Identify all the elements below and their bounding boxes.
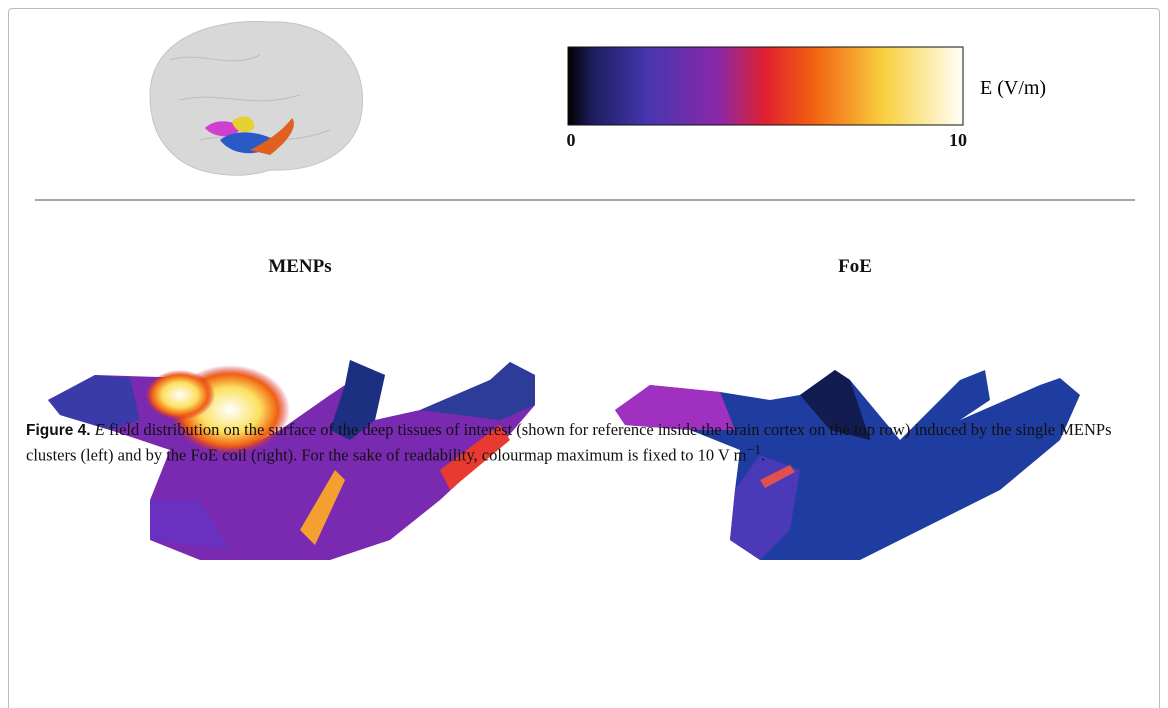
panel-title: MENPs	[268, 256, 331, 277]
figure: 0 10 E (V/m) MENPs FoE	[0, 0, 1168, 701]
colorbar-max: 10	[949, 130, 967, 150]
foe-field-map	[615, 370, 1080, 560]
brain-illustration	[150, 22, 363, 176]
caption-superscript: −1	[747, 442, 762, 457]
caption-number: Figure 4.	[26, 422, 91, 439]
caption-end: .	[761, 446, 765, 465]
figure-caption: Figure 4. E field distribution on the su…	[26, 420, 1141, 465]
colorbar-min: 0	[567, 130, 576, 150]
colorbar-label: E (V/m)	[980, 77, 1046, 99]
caption-text: field distribution on the surface of the…	[26, 420, 1112, 465]
page: {"figure": { "colorbar": {"label": "E (V…	[0, 0, 1168, 701]
colorbar	[568, 47, 963, 125]
panel-title: FoE	[838, 256, 872, 277]
caption-symbol: E	[95, 420, 105, 439]
